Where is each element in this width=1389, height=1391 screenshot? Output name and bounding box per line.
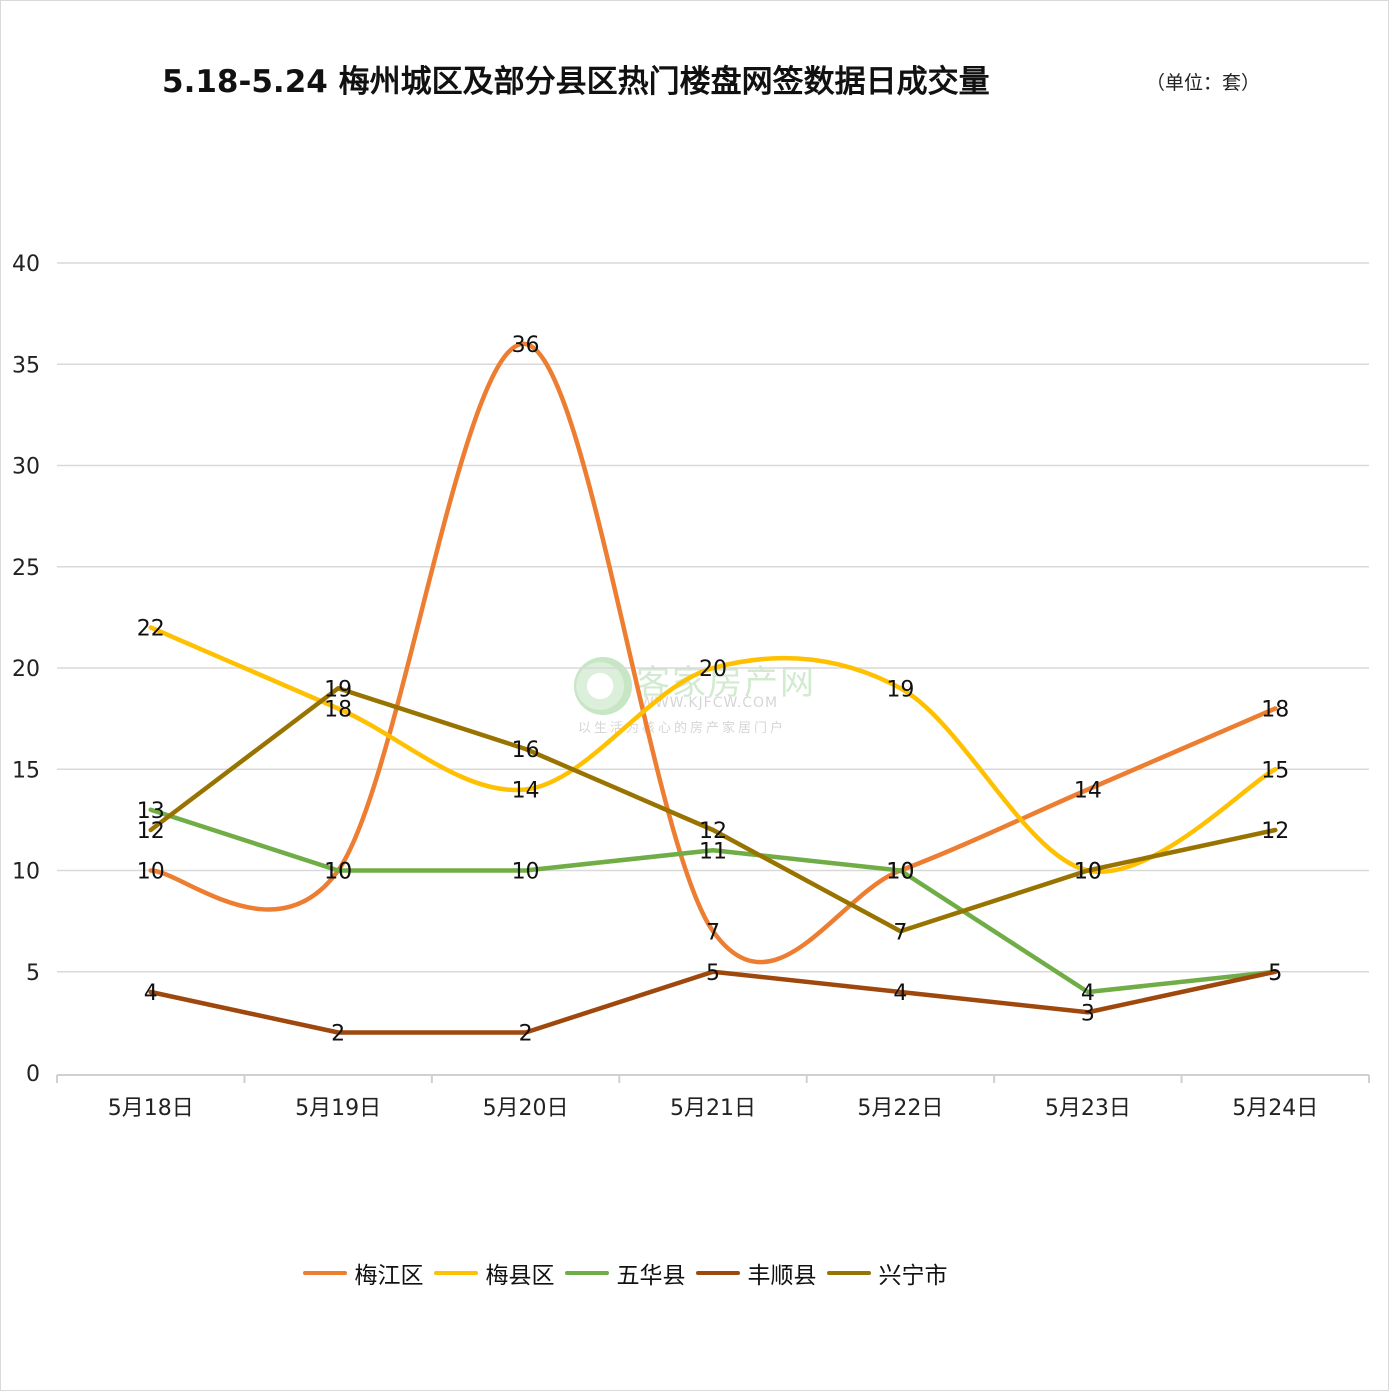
legend-label: 五华县 [616, 1263, 686, 1289]
y-tick-label: 0 [26, 1062, 40, 1087]
data-label: 10 [886, 860, 914, 885]
x-tick-label: 5月22日 [857, 1096, 943, 1121]
data-label: 10 [1074, 860, 1102, 885]
x-tick-label: 5月23日 [1045, 1096, 1131, 1121]
x-tick-label: 5月19日 [295, 1096, 381, 1121]
legend-line-icon [302, 1271, 347, 1275]
y-tick-label: 40 [12, 252, 40, 277]
data-label: 10 [886, 860, 914, 885]
watermark-logo-icon [574, 657, 632, 715]
y-tick-label: 30 [12, 455, 40, 480]
data-label: 12 [137, 819, 165, 844]
data-label: 10 [324, 860, 352, 885]
y-tick-label: 20 [12, 657, 40, 682]
legend: 梅江区 梅县区 五华县 丰顺县 兴宁市 [0, 1256, 1250, 1290]
data-label: 22 [137, 617, 165, 642]
watermark-url: WWW.KJFCW.COM [640, 695, 779, 711]
legend-item: 梅江区 [302, 1256, 424, 1290]
legend-line-icon [433, 1271, 478, 1275]
legend-line-icon [564, 1271, 609, 1275]
series-line [148, 686, 1278, 934]
legend-item: 兴宁市 [826, 1256, 948, 1290]
x-tick-label: 5月24日 [1232, 1096, 1318, 1121]
data-label: 5 [1268, 961, 1282, 986]
y-tick-label: 25 [12, 556, 40, 581]
series-line [148, 341, 1278, 965]
data-label: 10 [137, 860, 165, 885]
x-tick-label: 5月20日 [483, 1096, 569, 1121]
legend-label: 兴宁市 [878, 1263, 948, 1289]
chart-title: 5.18-5.24 梅州城区及部分县区热门楼盘网签数据日成交量 [162, 64, 990, 100]
data-label: 2 [519, 1022, 533, 1047]
data-label: 4 [893, 981, 907, 1006]
legend-item: 五华县 [564, 1256, 686, 1290]
data-label: 14 [1074, 779, 1102, 804]
data-label: 13 [137, 799, 165, 824]
data-label: 20 [699, 657, 727, 682]
legend-label: 丰顺县 [747, 1263, 817, 1289]
data-label: 12 [1261, 819, 1289, 844]
series-line [148, 969, 1278, 1035]
y-tick-label: 35 [12, 353, 40, 378]
data-label: 10 [1074, 860, 1102, 885]
legend-line-icon [695, 1271, 740, 1275]
data-label: 10 [512, 860, 540, 885]
data-label: 15 [1261, 758, 1289, 783]
data-label: 7 [706, 920, 720, 945]
data-label: 12 [699, 819, 727, 844]
data-label: 4 [1081, 981, 1095, 1006]
x-tick-label: 5月18日 [108, 1096, 194, 1121]
data-label: 4 [144, 981, 158, 1006]
legend-label: 梅县区 [485, 1263, 555, 1289]
unit-label: （单位：套） [1146, 72, 1261, 94]
data-label: 11 [699, 839, 727, 864]
data-label: 19 [324, 677, 352, 702]
legend-line-icon [826, 1271, 871, 1275]
data-label: 18 [1261, 698, 1289, 723]
data-label: 2 [331, 1022, 345, 1047]
data-label: 3 [1081, 1001, 1095, 1026]
legend-item: 丰顺县 [695, 1256, 817, 1290]
data-label: 5 [1268, 961, 1282, 986]
data-label: 7 [893, 920, 907, 945]
x-tick-label: 5月21日 [670, 1096, 756, 1121]
legend-item: 梅县区 [433, 1256, 555, 1290]
legend-label: 梅江区 [354, 1263, 424, 1289]
y-tick-label: 5 [26, 961, 40, 986]
y-tick-label: 10 [12, 860, 40, 885]
data-label: 16 [512, 738, 540, 763]
data-label: 19 [886, 677, 914, 702]
data-label: 18 [324, 698, 352, 723]
data-label: 5 [706, 961, 720, 986]
y-tick-label: 15 [12, 758, 40, 783]
series-line [148, 807, 1278, 995]
data-label: 14 [512, 779, 540, 804]
data-label: 36 [512, 333, 540, 358]
data-label: 10 [324, 860, 352, 885]
